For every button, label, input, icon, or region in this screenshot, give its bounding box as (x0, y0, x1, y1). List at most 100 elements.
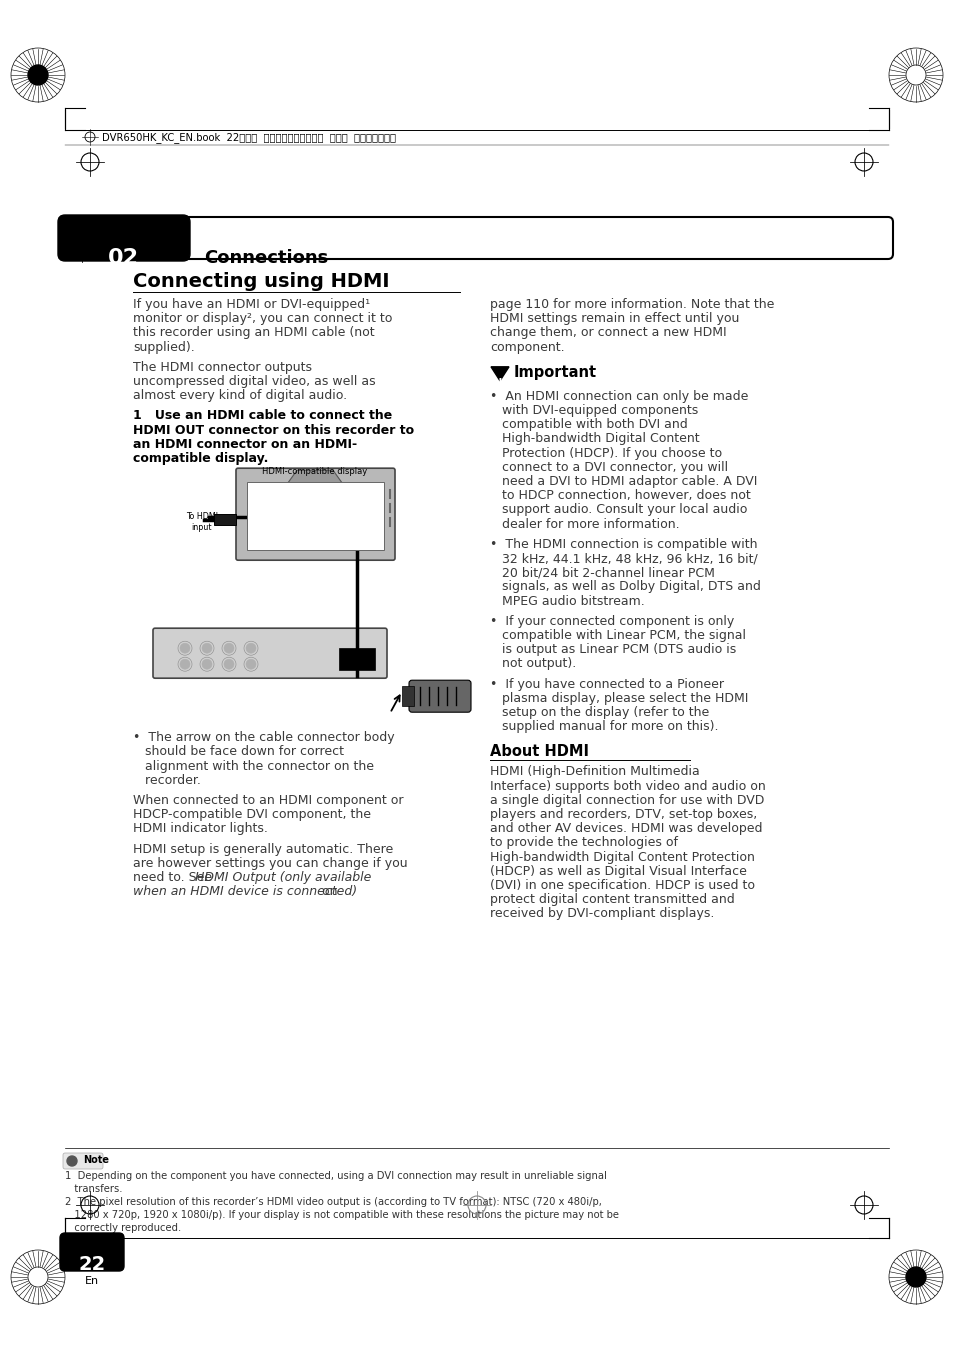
Circle shape (67, 1156, 77, 1166)
Text: DVR650HK_KC_EN.book  22ページ  ２００７年２月２１日  水曜日  午後４時３１分: DVR650HK_KC_EN.book 22ページ ２００７年２月２１日 水曜日… (102, 132, 395, 143)
Text: with DVI-equipped components: with DVI-equipped components (490, 404, 698, 417)
Text: need a DVI to HDMI adaptor cable. A DVI: need a DVI to HDMI adaptor cable. A DVI (490, 476, 757, 488)
FancyBboxPatch shape (401, 686, 414, 707)
Text: En: En (85, 1275, 99, 1286)
Text: supplied).: supplied). (132, 340, 194, 354)
FancyBboxPatch shape (235, 469, 395, 561)
Text: HDMI setup is generally automatic. There: HDMI setup is generally automatic. There (132, 843, 393, 855)
Text: page 110 for more information. Note that the: page 110 for more information. Note that… (490, 299, 774, 311)
Circle shape (395, 628, 484, 719)
Text: (HDCP) as well as Digital Visual Interface: (HDCP) as well as Digital Visual Interfa… (490, 865, 746, 878)
Text: 1280 x 720p, 1920 x 1080i/p). If your display is not compatible with these resol: 1280 x 720p, 1920 x 1080i/p). If your di… (65, 1210, 618, 1220)
Text: supplied manual for more on this).: supplied manual for more on this). (490, 720, 718, 734)
Text: signals, as well as Dolby Digital, DTS and: signals, as well as Dolby Digital, DTS a… (490, 581, 760, 593)
Text: compatible display.: compatible display. (132, 453, 268, 465)
Text: to provide the technologies of: to provide the technologies of (490, 836, 678, 850)
Text: recorder.: recorder. (132, 774, 201, 786)
Circle shape (224, 643, 233, 653)
Circle shape (246, 659, 255, 669)
Text: when an HDMI device is connected): when an HDMI device is connected) (132, 885, 356, 898)
Polygon shape (287, 470, 343, 484)
Text: HDMI
OUT: HDMI OUT (346, 682, 367, 696)
Text: •  The arrow on the cable connector body: • The arrow on the cable connector body (132, 731, 395, 744)
Text: HDMI settings remain in effect until you: HDMI settings remain in effect until you (490, 312, 739, 326)
Circle shape (28, 65, 48, 85)
FancyBboxPatch shape (213, 515, 235, 526)
Text: connect to a DVI connector, you will: connect to a DVI connector, you will (490, 461, 727, 474)
Text: change them, or connect a new HDMI: change them, or connect a new HDMI (490, 327, 726, 339)
Text: alignment with the connector on the: alignment with the connector on the (132, 759, 374, 773)
Circle shape (180, 659, 190, 669)
Text: 2  The pixel resolution of this recorder’s HDMI video output is (according to TV: 2 The pixel resolution of this recorder’… (65, 1197, 601, 1206)
Text: support audio. Consult your local audio: support audio. Consult your local audio (490, 504, 746, 516)
Text: HDMI (High-Definition Multimedia: HDMI (High-Definition Multimedia (490, 766, 699, 778)
Circle shape (28, 1267, 48, 1288)
FancyBboxPatch shape (183, 218, 892, 259)
Text: Note: Note (83, 1155, 109, 1165)
Text: correctly reproduced.: correctly reproduced. (65, 1223, 181, 1233)
Circle shape (180, 643, 190, 653)
Text: 20 bit/24 bit 2-channel linear PCM: 20 bit/24 bit 2-channel linear PCM (490, 566, 714, 580)
Text: should be face down for correct: should be face down for correct (132, 746, 344, 758)
Text: Interface) supports both video and audio on: Interface) supports both video and audio… (490, 780, 765, 793)
Text: transfers.: transfers. (65, 1183, 122, 1194)
Text: The HDMI connector outputs: The HDMI connector outputs (132, 361, 312, 374)
FancyBboxPatch shape (247, 482, 384, 550)
Circle shape (202, 659, 212, 669)
Text: 32 kHz, 44.1 kHz, 48 kHz, 96 kHz, 16 bit/: 32 kHz, 44.1 kHz, 48 kHz, 96 kHz, 16 bit… (490, 553, 757, 565)
FancyBboxPatch shape (60, 1233, 124, 1271)
Circle shape (905, 1267, 925, 1288)
Text: HDMI-compatible display: HDMI-compatible display (262, 467, 367, 476)
Text: MPEG audio bitstream.: MPEG audio bitstream. (490, 594, 644, 608)
Text: and other AV devices. HDMI was developed: and other AV devices. HDMI was developed (490, 823, 761, 835)
Circle shape (224, 659, 233, 669)
Text: uncompressed digital video, as well as: uncompressed digital video, as well as (132, 376, 375, 388)
Text: •  An HDMI connection can only be made: • An HDMI connection can only be made (490, 390, 747, 403)
Text: dealer for more information.: dealer for more information. (490, 517, 679, 531)
Text: received by DVI-compliant displays.: received by DVI-compliant displays. (490, 908, 714, 920)
Text: Connections: Connections (204, 249, 328, 267)
Text: 1   Use an HDMI cable to connect the: 1 Use an HDMI cable to connect the (132, 409, 392, 423)
Text: To HDMI
input: To HDMI input (186, 512, 218, 531)
Text: monitor or display², you can connect it to: monitor or display², you can connect it … (132, 312, 392, 326)
Text: protect digital content transmitted and: protect digital content transmitted and (490, 893, 734, 907)
FancyBboxPatch shape (58, 215, 190, 261)
Circle shape (246, 643, 255, 653)
Text: 22: 22 (78, 1255, 106, 1274)
Circle shape (905, 65, 925, 85)
Text: HDMI OUT connector on this recorder to: HDMI OUT connector on this recorder to (132, 424, 414, 436)
Text: need to. See: need to. See (132, 871, 216, 884)
Polygon shape (491, 367, 509, 381)
Text: •  If you have connected to a Pioneer: • If you have connected to a Pioneer (490, 678, 723, 690)
Text: to HDCP connection, however, does not: to HDCP connection, however, does not (490, 489, 750, 503)
Text: an HDMI connector on an HDMI-: an HDMI connector on an HDMI- (132, 438, 356, 451)
Text: not output).: not output). (490, 658, 576, 670)
FancyBboxPatch shape (338, 648, 375, 670)
Text: component.: component. (490, 340, 564, 354)
Text: plasma display, please select the HDMI: plasma display, please select the HDMI (490, 692, 747, 705)
Text: setup on the display (refer to the: setup on the display (refer to the (490, 707, 708, 719)
Text: almost every kind of digital audio.: almost every kind of digital audio. (132, 389, 347, 403)
Text: compatible with Linear PCM, the signal: compatible with Linear PCM, the signal (490, 630, 745, 642)
Text: !: ! (497, 378, 502, 388)
Text: is output as Linear PCM (DTS audio is: is output as Linear PCM (DTS audio is (490, 643, 736, 657)
Text: High-bandwidth Digital Content: High-bandwidth Digital Content (490, 432, 699, 446)
Text: Important: Important (514, 365, 597, 380)
Text: About HDMI: About HDMI (490, 744, 588, 759)
Text: compatible with both DVI and: compatible with both DVI and (490, 419, 687, 431)
Text: 02: 02 (108, 249, 138, 267)
Text: HDCP-compatible DVI component, the: HDCP-compatible DVI component, the (132, 808, 371, 821)
Text: HDMI indicator lights.: HDMI indicator lights. (132, 823, 268, 835)
Text: •  The HDMI connection is compatible with: • The HDMI connection is compatible with (490, 538, 757, 551)
Text: on: on (317, 885, 337, 898)
Text: players and recorders, DTV, set-top boxes,: players and recorders, DTV, set-top boxe… (490, 808, 757, 821)
Text: a single digital connection for use with DVD: a single digital connection for use with… (490, 794, 763, 807)
Circle shape (202, 643, 212, 653)
Text: When connected to an HDMI component or: When connected to an HDMI component or (132, 794, 403, 807)
FancyBboxPatch shape (409, 680, 471, 712)
Text: (DVI) in one specification. HDCP is used to: (DVI) in one specification. HDCP is used… (490, 880, 754, 892)
Text: HDMI Output (only available: HDMI Output (only available (194, 871, 371, 884)
Text: Connecting using HDMI: Connecting using HDMI (132, 272, 389, 290)
Text: are however settings you can change if you: are however settings you can change if y… (132, 857, 407, 870)
FancyBboxPatch shape (63, 1152, 103, 1169)
